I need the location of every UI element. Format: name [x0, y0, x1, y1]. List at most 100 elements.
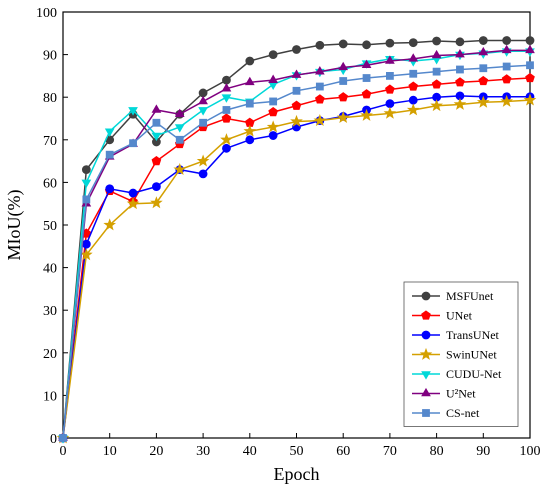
data-point	[408, 53, 419, 62]
data-point	[198, 88, 208, 98]
data-point	[173, 162, 187, 175]
data-point	[385, 84, 395, 94]
y-tick-label: 90	[43, 49, 57, 64]
x-tick-label: 40	[243, 444, 257, 459]
y-tick-label: 80	[43, 91, 57, 106]
y-axis-title: MIoU(%)	[4, 190, 25, 261]
y-tick-label: 60	[43, 176, 57, 191]
data-point	[82, 195, 91, 204]
y-tick-label: 50	[43, 219, 57, 234]
data-point	[59, 434, 67, 442]
y-tick-label: 20	[43, 347, 57, 362]
data-point	[175, 135, 184, 144]
data-point	[222, 75, 231, 85]
data-point	[361, 89, 372, 99]
data-point	[526, 61, 534, 70]
data-point	[409, 69, 418, 78]
y-tick-label: 40	[43, 262, 57, 277]
data-point	[129, 139, 137, 148]
legend-item: UNet	[412, 309, 473, 323]
data-point	[385, 72, 394, 80]
data-point	[408, 95, 418, 105]
data-point	[244, 76, 255, 86]
data-point	[431, 49, 442, 59]
data-point	[502, 36, 512, 45]
data-point	[385, 38, 395, 48]
data-point	[222, 143, 231, 153]
data-point	[338, 61, 349, 71]
x-tick-label: 70	[383, 444, 397, 459]
data-point	[456, 65, 464, 74]
data-point	[151, 182, 161, 192]
legend-label: MSFUnet	[446, 289, 494, 303]
legend-label: CUDU-Net	[446, 367, 502, 381]
data-point	[501, 44, 512, 54]
data-point	[128, 107, 138, 116]
data-point	[245, 99, 254, 108]
x-axis: 0 10 20 30 40 50 60 70 80 90 100	[60, 433, 541, 459]
x-tick-label: 20	[149, 444, 163, 459]
x-tick-label: 90	[476, 444, 490, 459]
series-cs-net	[59, 61, 534, 442]
data-point	[198, 95, 208, 105]
data-point	[151, 132, 162, 142]
data-point	[525, 44, 535, 54]
data-point	[431, 79, 442, 89]
legend-marker	[421, 310, 431, 320]
legend-item: SwinUNet	[412, 348, 497, 362]
data-point	[291, 69, 302, 78]
y-tick-label: 30	[43, 304, 57, 319]
data-point	[105, 150, 114, 159]
data-point	[338, 92, 349, 102]
data-point	[408, 38, 418, 48]
data-point	[338, 39, 348, 49]
x-tick-label: 0	[60, 444, 67, 459]
legend: MSFUnet UNet TransUNet SwinUNet CUDU-Net U²Ne…	[403, 281, 519, 427]
data-point	[478, 75, 489, 86]
y-tick-label: 70	[43, 134, 57, 149]
series-swinunet	[56, 93, 537, 444]
data-point	[151, 104, 162, 113]
data-point	[360, 108, 373, 121]
data-point	[221, 94, 232, 103]
legend-item: CS-net	[412, 406, 480, 420]
x-tick-label: 30	[196, 444, 210, 459]
data-point	[81, 179, 92, 188]
data-point	[198, 169, 208, 179]
data-point	[525, 72, 535, 83]
series-layer	[56, 36, 537, 444]
data-point	[266, 120, 280, 133]
data-point	[174, 124, 185, 133]
data-point	[221, 83, 232, 92]
data-point	[221, 113, 232, 123]
data-point	[269, 97, 278, 106]
data-point	[476, 95, 490, 108]
data-point	[80, 248, 93, 261]
data-point	[501, 74, 512, 84]
data-point	[523, 93, 537, 106]
legend-marker	[421, 330, 431, 340]
data-point	[128, 188, 138, 198]
y-tick-label: 10	[43, 389, 57, 404]
data-point	[268, 107, 278, 117]
data-point	[455, 37, 465, 47]
y-axis: 0 10 20 30 40 50 60 70 80 90 100	[36, 6, 68, 447]
legend-label: TransUNet	[446, 328, 500, 342]
data-point	[315, 40, 325, 50]
x-tick-label: 60	[336, 444, 350, 459]
data-point	[243, 124, 257, 137]
data-point	[103, 218, 117, 231]
data-point	[245, 135, 255, 145]
data-point	[385, 55, 395, 64]
data-point	[199, 118, 208, 127]
data-point	[362, 74, 371, 82]
legend-item: U²Net	[412, 387, 476, 401]
data-point	[339, 77, 348, 85]
data-point	[198, 107, 208, 116]
data-point	[455, 77, 465, 87]
data-point	[432, 67, 441, 76]
data-point	[292, 45, 301, 54]
legend-label: U²Net	[446, 387, 476, 401]
legend-label: CS-net	[446, 406, 480, 420]
data-point	[291, 100, 302, 110]
